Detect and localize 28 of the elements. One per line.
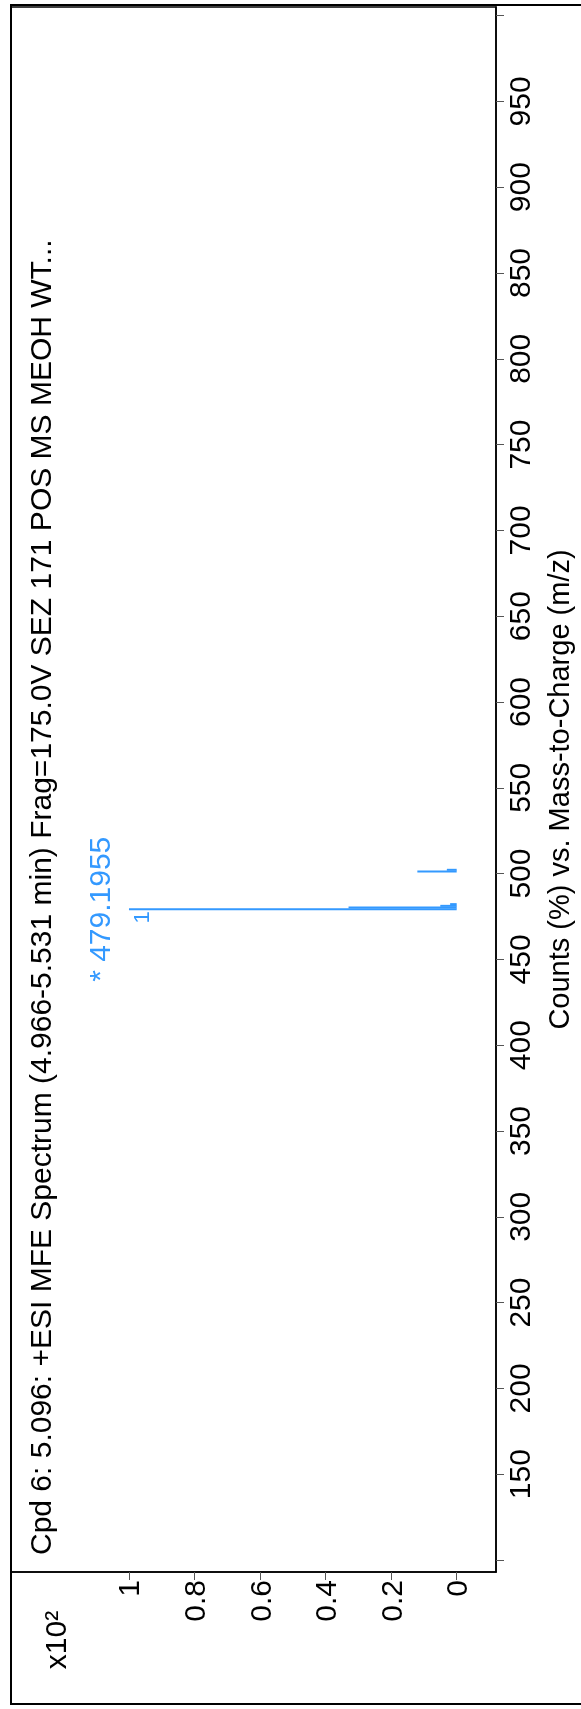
- y-tick-label: 800: [502, 333, 536, 384]
- y-tick-label: 600: [502, 676, 536, 728]
- annotation: * 479.1955: [83, 836, 117, 982]
- x-tick-label: 0.2: [374, 1580, 408, 1622]
- x-tick-label: 1: [112, 1580, 146, 1597]
- y-tick-label: 450: [502, 934, 536, 985]
- y-tick-label: 900: [502, 162, 536, 213]
- y-tick-label: 750: [502, 419, 536, 470]
- text: Cpd 6: 5.096: +ESI MFE Spectrum (4.966-5.531 min) Frag=175.0V SEZ 171 POS MS MEOH WT...: [23, 239, 57, 1555]
- y-tick-label: 250: [502, 1277, 536, 1328]
- y-tick-label: 200: [502, 1363, 536, 1414]
- x-tick-label: 0.6: [243, 1580, 277, 1622]
- x-tick-label: 0.8: [178, 1580, 212, 1622]
- y-tick-label: 150: [502, 1449, 536, 1500]
- y-tick-label: 650: [502, 591, 536, 642]
- y-axis-title: Counts (%) vs. Mass-to-Charge (m/z): [542, 549, 575, 1030]
- x-tick-label: 0: [440, 1580, 474, 1597]
- y-tick-label: 850: [502, 247, 536, 299]
- x-tick-label: 0.4: [309, 1580, 343, 1622]
- text: x10²: [38, 1610, 72, 1670]
- y-tick-label: 550: [502, 762, 536, 813]
- y-tick-label: 350: [502, 1105, 536, 1157]
- y-tick-label: 700: [502, 505, 536, 556]
- y-tick-label: 400: [502, 1020, 536, 1071]
- y-tick-label: 950: [502, 76, 536, 127]
- y-tick-label: 300: [502, 1191, 536, 1242]
- annotation: 1: [129, 911, 155, 924]
- y-tick-label: 500: [502, 848, 536, 899]
